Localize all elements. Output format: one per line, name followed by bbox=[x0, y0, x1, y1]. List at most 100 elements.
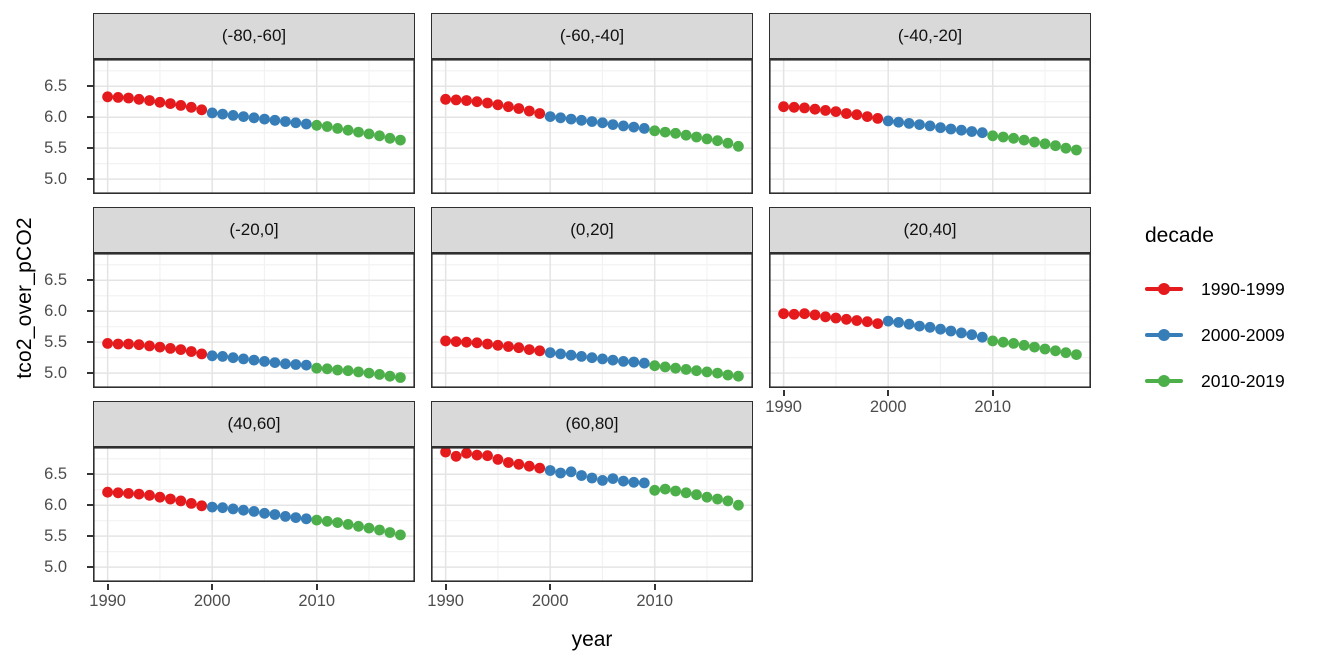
data-point bbox=[597, 353, 608, 365]
data-point bbox=[586, 116, 598, 127]
data-point bbox=[618, 120, 629, 132]
data-point bbox=[133, 339, 145, 351]
x-tick-mark bbox=[991, 390, 994, 396]
data-point bbox=[638, 357, 650, 369]
data-point bbox=[830, 312, 842, 324]
data-point bbox=[851, 315, 863, 326]
y-tick-mark bbox=[87, 85, 93, 88]
facet-plot-area bbox=[769, 59, 1091, 194]
data-point bbox=[680, 487, 692, 499]
data-point bbox=[523, 460, 535, 472]
data-point bbox=[482, 338, 493, 350]
empty-facet-cell bbox=[769, 401, 1091, 582]
legend-key-icon bbox=[1145, 328, 1183, 342]
data-point bbox=[503, 457, 514, 468]
data-point bbox=[799, 308, 810, 320]
data-point bbox=[269, 114, 281, 126]
data-point bbox=[945, 123, 957, 135]
y-tick-label: 6.5 bbox=[44, 465, 67, 484]
legend-entry-label: 2010-2019 bbox=[1201, 370, 1285, 391]
data-point bbox=[788, 101, 800, 113]
x-tick-label: 2010 bbox=[636, 592, 674, 610]
data-point bbox=[384, 132, 396, 144]
y-tick-mark bbox=[87, 372, 93, 375]
y-tick-label: 6.0 bbox=[44, 108, 67, 127]
data-point bbox=[374, 524, 385, 536]
facet-panel: (20,40] 1990 2000 2010 bbox=[765, 207, 1091, 416]
data-point bbox=[300, 359, 312, 371]
data-point bbox=[513, 103, 525, 114]
x-axis: 1990 2000 2010 bbox=[427, 584, 753, 616]
data-point bbox=[185, 346, 197, 357]
legend-key-icon bbox=[1145, 282, 1183, 296]
legend-entry: 1990-1999 bbox=[1145, 266, 1341, 312]
data-point bbox=[691, 489, 702, 501]
data-point bbox=[395, 372, 406, 383]
data-point bbox=[133, 488, 145, 500]
data-point bbox=[206, 107, 218, 119]
panel-border bbox=[93, 59, 415, 194]
y-tick-mark bbox=[87, 279, 93, 282]
data-point bbox=[576, 470, 587, 481]
data-point bbox=[353, 520, 364, 532]
y-tick-mark bbox=[87, 310, 93, 313]
facet-plot-area bbox=[93, 253, 415, 388]
x-tick-mark bbox=[653, 584, 656, 590]
data-point bbox=[321, 121, 333, 132]
data-point bbox=[144, 340, 155, 352]
data-point bbox=[841, 313, 852, 325]
x-tick-mark bbox=[549, 584, 552, 590]
data-point bbox=[565, 466, 577, 478]
facet-panel: (-40,-20] bbox=[769, 13, 1091, 194]
legend-dot-icon bbox=[1158, 283, 1170, 295]
data-point bbox=[206, 501, 218, 513]
data-point bbox=[788, 308, 800, 320]
data-point bbox=[691, 131, 702, 143]
facet-panel: (-80,-60] bbox=[93, 13, 415, 194]
data-point bbox=[956, 327, 967, 339]
facet-panel: (-20,0] bbox=[93, 207, 415, 388]
data-point bbox=[133, 93, 145, 105]
facet-strip-label: (-40,-20] bbox=[897, 26, 963, 45]
y-tick-label: 5.5 bbox=[44, 139, 67, 158]
data-point bbox=[701, 366, 713, 378]
y-tick-mark bbox=[87, 147, 93, 150]
data-point bbox=[248, 354, 260, 366]
data-point bbox=[102, 91, 113, 103]
data-point bbox=[924, 120, 936, 132]
data-point bbox=[576, 114, 587, 126]
data-point bbox=[618, 356, 629, 367]
data-point bbox=[555, 348, 566, 360]
data-point bbox=[227, 110, 239, 121]
data-point bbox=[893, 317, 904, 328]
data-point bbox=[882, 315, 894, 327]
data-point bbox=[1050, 345, 1061, 357]
legend-dot-icon bbox=[1158, 329, 1170, 341]
facet-strip: (0,20] bbox=[431, 207, 753, 253]
data-point bbox=[628, 356, 640, 368]
data-point bbox=[353, 366, 364, 378]
data-point bbox=[586, 352, 598, 364]
data-point bbox=[311, 514, 323, 526]
data-point bbox=[450, 450, 462, 462]
data-point bbox=[290, 512, 302, 523]
data-point bbox=[597, 117, 608, 129]
data-point bbox=[1018, 134, 1030, 146]
data-point bbox=[1060, 142, 1072, 154]
data-point bbox=[471, 96, 483, 108]
data-point bbox=[144, 95, 155, 106]
data-point bbox=[248, 506, 260, 517]
data-point bbox=[670, 485, 681, 497]
legend-key-icon bbox=[1145, 374, 1183, 388]
x-axis: 1990 2000 2010 bbox=[89, 584, 415, 616]
data-point bbox=[280, 358, 291, 370]
data-point bbox=[733, 499, 744, 511]
data-point bbox=[903, 318, 915, 330]
data-point bbox=[311, 119, 323, 131]
data-point bbox=[987, 335, 999, 347]
facet-panel: (0,20] bbox=[431, 207, 753, 388]
data-point bbox=[440, 447, 451, 458]
data-point bbox=[384, 370, 396, 382]
data-point bbox=[680, 129, 692, 141]
data-point bbox=[384, 527, 396, 538]
